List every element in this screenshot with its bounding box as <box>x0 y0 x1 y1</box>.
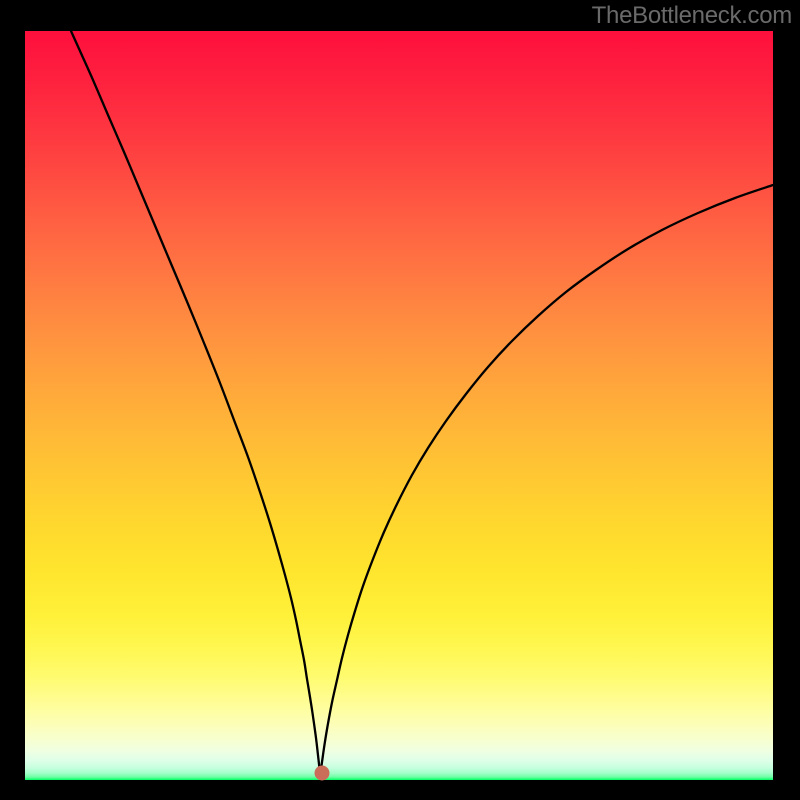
bottleneck-chart: TheBottleneck.com <box>0 0 800 800</box>
watermark-text: TheBottleneck.com <box>592 2 792 30</box>
chart-svg <box>0 0 800 800</box>
plot-background <box>25 31 773 780</box>
optimum-marker <box>315 766 330 781</box>
